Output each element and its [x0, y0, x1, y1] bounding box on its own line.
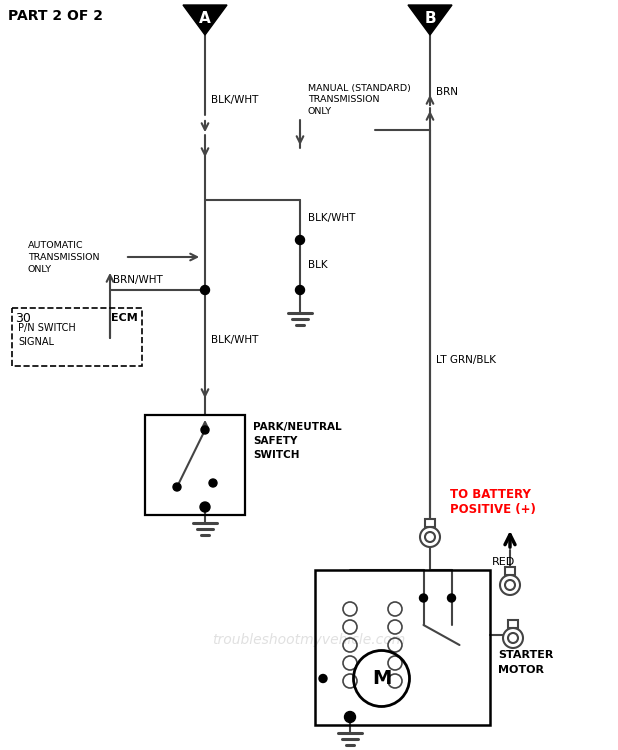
Text: B: B: [424, 11, 436, 26]
Circle shape: [425, 532, 435, 542]
Circle shape: [200, 502, 210, 512]
Circle shape: [447, 594, 455, 602]
Text: SIGNAL: SIGNAL: [18, 337, 54, 347]
Text: BLK/WHT: BLK/WHT: [308, 213, 355, 223]
Text: A: A: [199, 11, 211, 26]
Text: 30: 30: [15, 311, 31, 325]
Text: POSITIVE (+): POSITIVE (+): [450, 503, 536, 517]
Polygon shape: [408, 5, 452, 35]
Text: ONLY: ONLY: [28, 265, 52, 274]
Polygon shape: [183, 5, 227, 35]
Text: TRANSMISSION: TRANSMISSION: [308, 95, 379, 104]
Text: BLK/WHT: BLK/WHT: [211, 95, 258, 105]
Circle shape: [295, 286, 305, 295]
Bar: [508, 620, 518, 628]
Bar: [315, 570, 490, 725]
Text: RED: RED: [492, 557, 515, 567]
Text: SAFETY: SAFETY: [253, 436, 297, 446]
Text: BRN/WHT: BRN/WHT: [113, 275, 163, 285]
Bar: [145, 415, 245, 515]
Bar: [505, 567, 515, 575]
Text: MANUAL (STANDARD): MANUAL (STANDARD): [308, 83, 411, 92]
Circle shape: [173, 483, 181, 491]
Circle shape: [420, 594, 428, 602]
Text: M: M: [372, 669, 391, 688]
Circle shape: [344, 712, 355, 722]
Text: PARK/NEUTRAL: PARK/NEUTRAL: [253, 422, 342, 432]
Text: ONLY: ONLY: [308, 107, 332, 116]
Text: TRANSMISSION: TRANSMISSION: [28, 253, 99, 262]
Text: LT GRN/BLK: LT GRN/BLK: [436, 355, 496, 365]
Circle shape: [201, 426, 209, 434]
Circle shape: [200, 286, 210, 295]
Text: BLK/WHT: BLK/WHT: [211, 335, 258, 345]
Text: PART 2 OF 2: PART 2 OF 2: [8, 9, 103, 23]
Text: MOTOR: MOTOR: [498, 665, 544, 675]
Text: BLK: BLK: [308, 260, 328, 270]
Circle shape: [295, 236, 305, 244]
Circle shape: [508, 633, 518, 643]
Text: P/N SWITCH: P/N SWITCH: [18, 323, 76, 333]
Circle shape: [500, 575, 520, 595]
Bar: [425, 519, 435, 527]
Text: STARTER: STARTER: [498, 650, 553, 660]
Circle shape: [319, 674, 327, 682]
Text: TO BATTERY: TO BATTERY: [450, 488, 531, 502]
Text: troubleshootmyvehicle.com: troubleshootmyvehicle.com: [213, 633, 405, 647]
Text: ECM: ECM: [111, 313, 138, 323]
Circle shape: [505, 580, 515, 590]
Circle shape: [209, 479, 217, 487]
Bar: [12, 308, 142, 366]
Circle shape: [503, 628, 523, 648]
Text: BRN: BRN: [436, 87, 458, 97]
Text: AUTOMATIC: AUTOMATIC: [28, 241, 83, 250]
Text: SWITCH: SWITCH: [253, 450, 300, 460]
Circle shape: [420, 527, 440, 547]
